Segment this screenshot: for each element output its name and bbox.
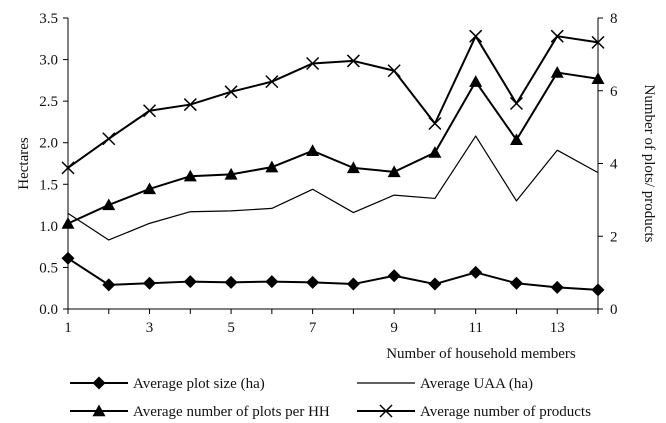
point-average-number-of-products-stroke [183,98,197,112]
y-left-tick-label: 0.5 [39,260,58,276]
series-line-average-uaa-ha [67,135,599,241]
point-average-number-of-plots-per-hh [387,165,401,178]
point-average-number-of-plots-per-hh [61,217,75,229]
point-average-number-of-products [61,161,75,175]
legend-label-average-plot-size-ha: Average plot size (ha) [133,376,265,392]
y-right-tick-label: 6 [610,84,618,100]
y-left-tick-label: 3.0 [39,53,58,69]
point-average-number-of-plots-per-hh [224,167,238,180]
point-average-number-of-products [265,75,279,89]
point-average-number-of-plots-per-hh [469,75,483,87]
legend-marker-average-number-of-products [379,404,393,418]
point-average-number-of-products [183,98,197,112]
point-average-number-of-products-stroke [306,56,320,70]
point-average-number-of-plots-per-hh [428,146,442,158]
y-right-tick-label: 4 [610,157,618,173]
point-average-number-of-plots-per-hh [509,133,523,146]
point-average-number-of-products-stroke [387,64,401,78]
legend-label-average-number-of-plots-per-hh: Average number of plots per HH [133,404,330,420]
legend-label-average-number-of-products: Average number of products [420,404,591,420]
y-left-tick-label: 2.0 [39,136,58,152]
point-average-number-of-plots-per-hh [265,160,279,173]
point-average-number-of-products-stroke [428,116,442,131]
point-average-number-of-plots-per-hh [306,144,320,156]
point-average-plot-size-ha [346,277,360,291]
point-average-number-of-products [306,56,320,70]
y-axis-left-title: Hectares [16,137,32,190]
point-average-plot-size-ha [387,269,401,283]
legend-label-average-uaa-ha: Average UAA (ha) [420,376,533,392]
point-average-number-of-products-stroke [143,104,157,118]
y-left-tick-label: 2.5 [39,94,58,110]
point-average-plot-size-ha [509,276,523,290]
point-average-plot-size-ha [306,275,320,289]
point-average-plot-size-ha [143,276,157,290]
y-left-tick-label: 1.0 [39,219,58,235]
point-average-number-of-plots-per-hh [102,198,116,211]
series-line-average-plot-size-ha [67,257,599,291]
legend-marker-average-number-of-products-stroke [379,404,393,418]
point-average-plot-size-ha [265,275,279,289]
point-average-number-of-products-stroke [61,161,75,175]
point-average-number-of-products-stroke [591,35,605,49]
y-right-tick-label: 2 [610,229,618,245]
point-average-number-of-products-stroke [509,96,523,111]
point-average-number-of-products [550,29,564,43]
y-right-tick-label: 8 [610,11,618,27]
y-left-tick-label: 3.5 [39,11,58,27]
point-average-number-of-plots-per-hh [183,169,197,182]
point-average-number-of-products-stroke [469,29,483,43]
series-line-average-number-of-plots-per-hh [67,71,599,225]
x-tick-label: 5 [227,320,235,336]
y-right-tick-label: 0 [610,302,618,318]
point-average-plot-size-ha [591,283,605,297]
point-average-number-of-plots-per-hh [591,72,605,84]
point-average-number-of-products [143,104,157,118]
point-average-number-of-plots-per-hh [143,182,157,195]
point-average-number-of-products [591,35,605,49]
point-average-number-of-products [224,85,238,99]
point-average-number-of-products-stroke [346,54,360,68]
point-average-plot-size-ha [469,265,483,279]
point-average-plot-size-ha [102,278,116,292]
x-tick-label: 11 [468,320,482,336]
y-left-tick-label: 1.5 [39,177,58,193]
legend-marker-average-number-of-plots-per-hh [92,404,106,417]
point-average-plot-size-ha [428,277,442,291]
point-average-number-of-products [346,54,360,68]
point-average-number-of-products [102,132,116,146]
x-axis-title: Number of household members [386,346,576,362]
point-average-number-of-products [387,64,401,78]
point-average-plot-size-ha [550,280,564,294]
point-average-number-of-plots-per-hh [550,66,564,78]
point-average-number-of-products-stroke [550,29,564,43]
x-tick-label: 1 [64,320,72,336]
point-average-plot-size-ha [224,275,238,289]
point-average-number-of-products-stroke [224,85,238,99]
legend-marker-average-plot-size-ha [92,376,106,390]
x-tick-label: 3 [146,320,154,336]
x-tick-label: 9 [390,320,398,336]
point-average-plot-size-ha [183,275,197,289]
point-average-number-of-products-stroke [102,132,116,146]
point-average-number-of-products-stroke [265,75,279,89]
y-left-tick-label: 0.0 [39,302,58,318]
point-average-number-of-products [509,96,523,111]
point-average-plot-size-ha [61,251,75,265]
x-tick-label: 13 [550,320,565,336]
point-average-number-of-products [428,116,442,131]
point-average-number-of-products [469,29,483,43]
point-average-number-of-plots-per-hh [346,161,360,174]
y-axis-right-title: Number of plots/ products [641,85,657,243]
series-line-average-number-of-products [67,35,599,169]
x-tick-label: 7 [309,320,317,336]
